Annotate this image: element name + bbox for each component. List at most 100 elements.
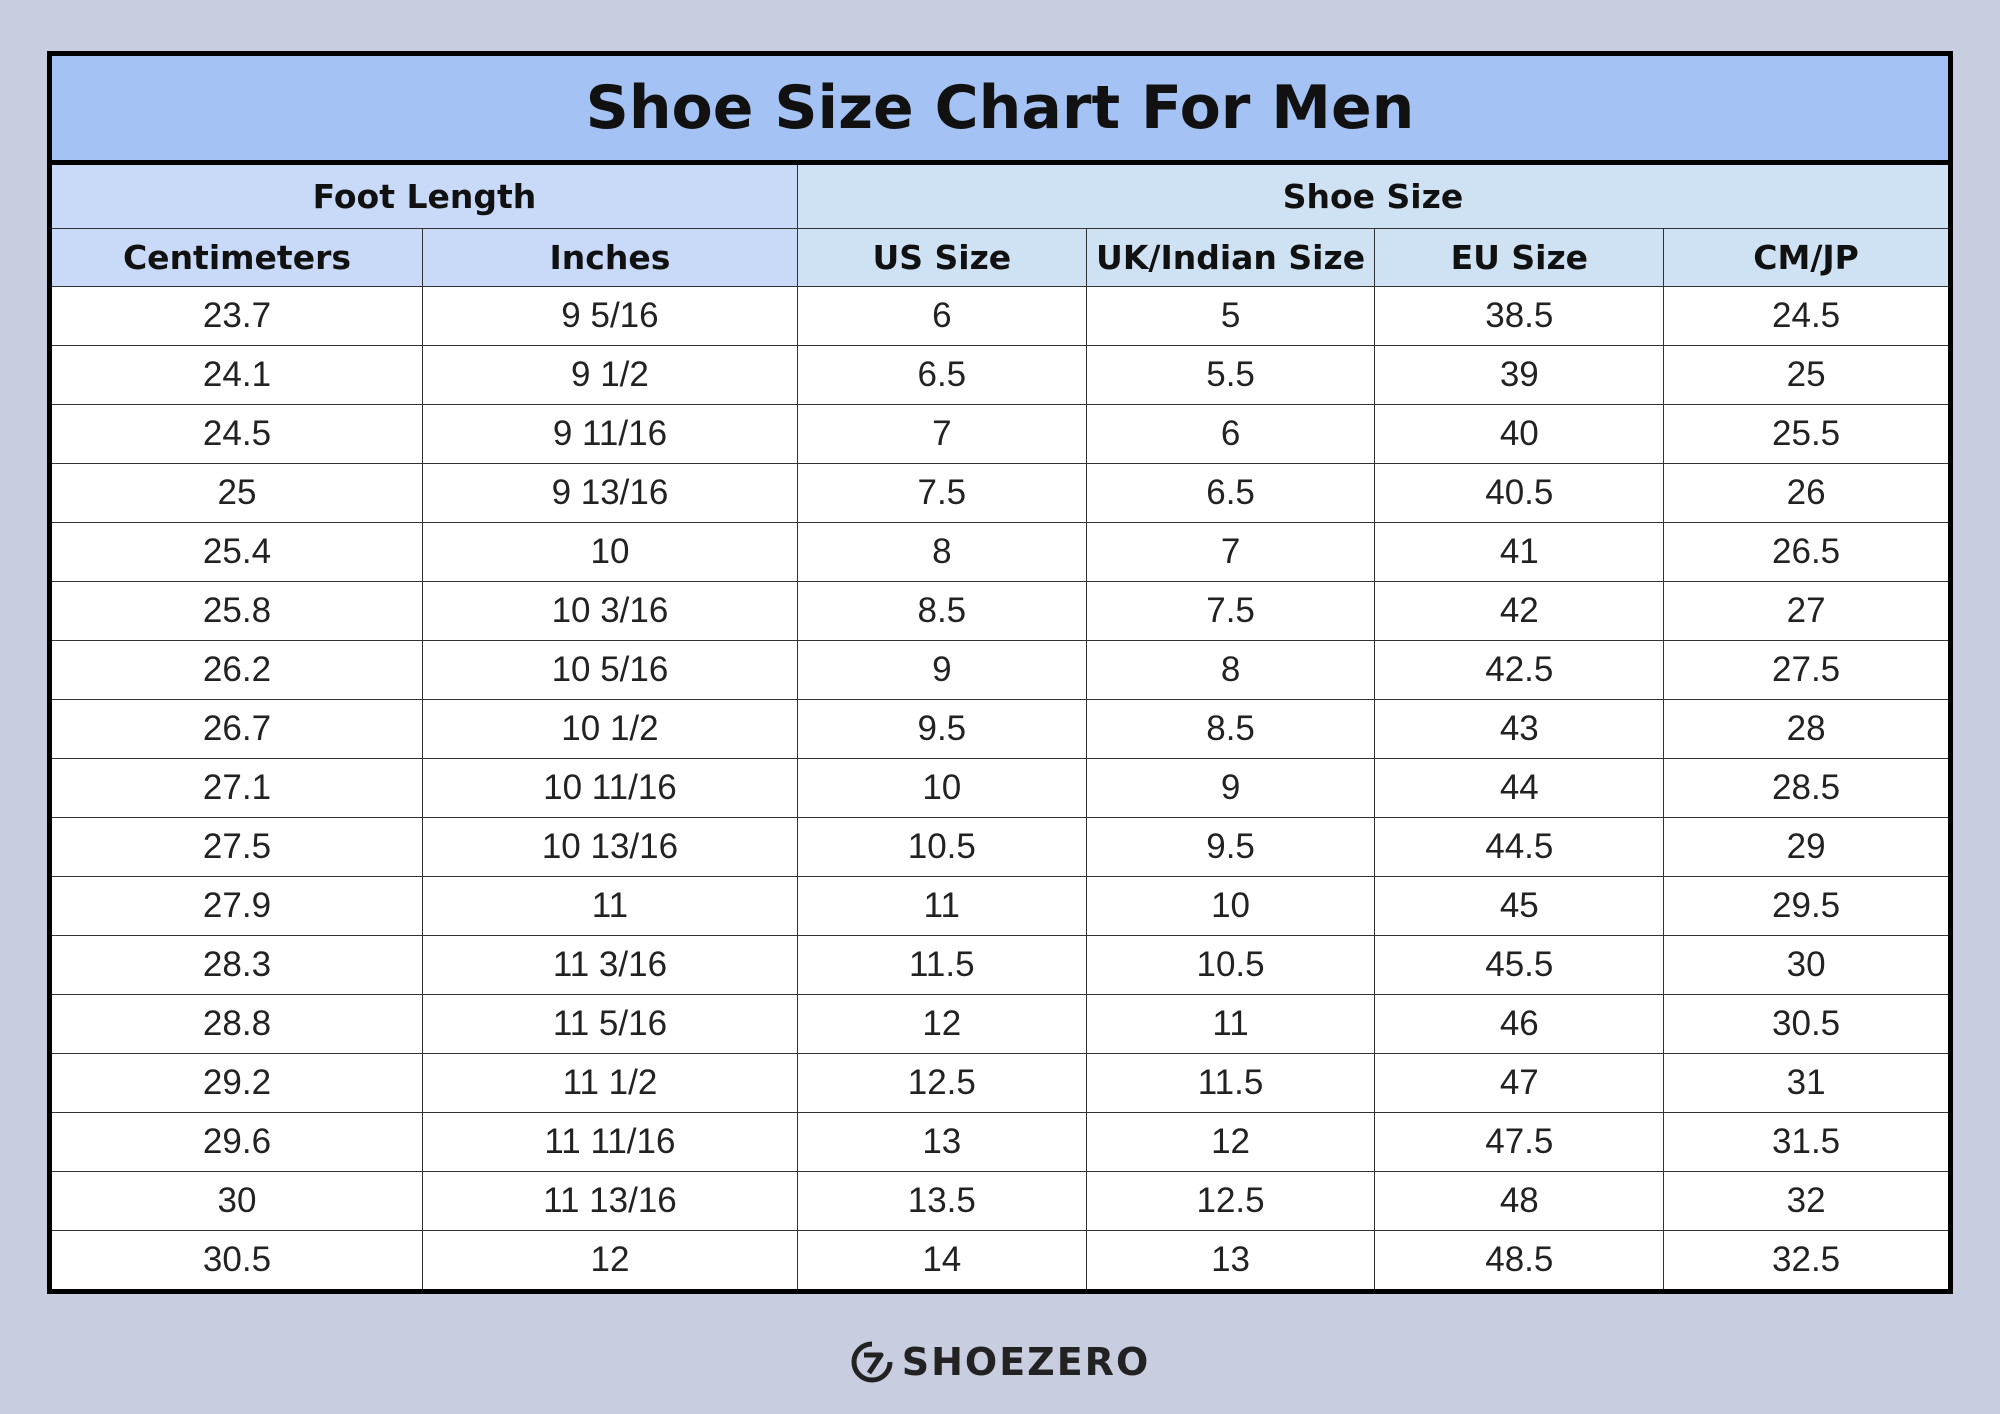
table-cell: 8 — [1085, 640, 1376, 700]
column-header: UK/Indian Size — [1085, 228, 1376, 287]
table-row: 27.9 11 11 10 45 29.5 — [49, 876, 1951, 936]
table-cell: 48.5 — [1374, 1230, 1665, 1292]
table-cell: 27.1 — [49, 758, 423, 818]
brand-name: SHOEZERO — [901, 1340, 1151, 1384]
table-cell: 47.5 — [1374, 1112, 1665, 1172]
table-cell: 25 — [1663, 345, 1951, 405]
table-cell: 42.5 — [1374, 640, 1665, 700]
table-cell: 28.8 — [49, 994, 423, 1054]
table-cell: 13 — [1085, 1230, 1376, 1292]
table-cell: 29 — [1663, 817, 1951, 877]
table-cell: 10.5 — [1085, 935, 1376, 995]
table-row: 25 9 13/16 7.5 6.5 40.5 26 — [49, 463, 1951, 523]
table-cell: 14 — [796, 1230, 1087, 1292]
table-cell: 29.6 — [49, 1112, 423, 1172]
table-cell: 32 — [1663, 1171, 1951, 1231]
table-cell: 10 3/16 — [421, 581, 798, 641]
table-cell: 25.4 — [49, 522, 423, 582]
table-cell: 39 — [1374, 345, 1665, 405]
table-cell: 25.8 — [49, 581, 423, 641]
table-cell: 46 — [1374, 994, 1665, 1054]
table-cell: 23.7 — [49, 286, 423, 346]
column-header: Inches — [421, 228, 798, 287]
table-cell: 26.2 — [49, 640, 423, 700]
table-cell: 30.5 — [49, 1230, 423, 1292]
column-header: CM/JP — [1663, 228, 1951, 287]
table-cell: 8 — [796, 522, 1087, 582]
table-cell: 48 — [1374, 1171, 1665, 1231]
table-cell: 47 — [1374, 1053, 1665, 1113]
table-cell: 25 — [49, 463, 423, 523]
table-cell: 27.5 — [1663, 640, 1951, 700]
table-cell: 27 — [1663, 581, 1951, 641]
table-cell: 45.5 — [1374, 935, 1665, 995]
table-row: 25.4 10 8 7 41 26.5 — [49, 522, 1951, 582]
table-cell: 28.3 — [49, 935, 423, 995]
table-cell: 29.5 — [1663, 876, 1951, 936]
column-header-row: Centimeters Inches US Size UK/Indian Size EU… — [49, 228, 1951, 287]
table-cell: 11 3/16 — [421, 935, 798, 995]
table-cell: 11 1/2 — [421, 1053, 798, 1113]
table-row: 23.7 9 5/16 6 5 38.5 24.5 — [49, 286, 1951, 346]
table-cell: 9.5 — [796, 699, 1087, 759]
table-cell: 40 — [1374, 404, 1665, 464]
table-cell: 10 11/16 — [421, 758, 798, 818]
table-cell: 9 — [796, 640, 1087, 700]
title: Shoe Size Chart For Men — [49, 53, 1951, 165]
table-row: 30 11 13/16 13.5 12.5 48 32 — [49, 1171, 1951, 1231]
table-cell: 10 13/16 — [421, 817, 798, 877]
table-cell: 27.9 — [49, 876, 423, 936]
column-header: Centimeters — [49, 228, 423, 287]
table-cell: 11.5 — [1085, 1053, 1376, 1113]
table-cell: 28.5 — [1663, 758, 1951, 818]
table-cell: 24.1 — [49, 345, 423, 405]
table-row: 27.1 10 11/16 10 9 44 28.5 — [49, 758, 1951, 818]
table-cell: 10 5/16 — [421, 640, 798, 700]
table-cell: 7.5 — [796, 463, 1087, 523]
table-cell: 7.5 — [1085, 581, 1376, 641]
table-cell: 42 — [1374, 581, 1665, 641]
table-row: 29.2 11 1/2 12.5 11.5 47 31 — [49, 1053, 1951, 1113]
table-cell: 6 — [1085, 404, 1376, 464]
table-cell: 12 — [796, 994, 1087, 1054]
table-cell: 10 1/2 — [421, 699, 798, 759]
table-cell: 12.5 — [1085, 1171, 1376, 1231]
table-cell: 27.5 — [49, 817, 423, 877]
table-cell: 26.7 — [49, 699, 423, 759]
group-header: Foot Length — [49, 162, 798, 229]
table-cell: 6.5 — [1085, 463, 1376, 523]
table-cell: 5 — [1085, 286, 1376, 346]
table-cell: 5.5 — [1085, 345, 1376, 405]
table-cell: 44.5 — [1374, 817, 1665, 877]
table-cell: 9 13/16 — [421, 463, 798, 523]
table-cell: 10 — [421, 522, 798, 582]
table-row: 24.5 9 11/16 7 6 40 25.5 — [49, 404, 1951, 464]
table-body: 23.7 9 5/16 6 5 38.5 24.5 24.1 9 1/2 6.5 5.5 39 25 2… — [49, 286, 1951, 1292]
table-cell: 9 5/16 — [421, 286, 798, 346]
group-header: Shoe Size — [796, 162, 1952, 229]
table-row: 30.5 12 14 13 48.5 32.5 — [49, 1230, 1951, 1292]
column-header: US Size — [796, 228, 1087, 287]
table-cell: 30 — [1663, 935, 1951, 995]
table-cell: 30 — [49, 1171, 423, 1231]
table-cell: 9 11/16 — [421, 404, 798, 464]
table-row: 28.3 11 3/16 11.5 10.5 45.5 30 — [49, 935, 1951, 995]
table-cell: 10.5 — [796, 817, 1087, 877]
table-cell: 6.5 — [796, 345, 1087, 405]
table-cell: 11 — [796, 876, 1087, 936]
table-cell: 30.5 — [1663, 994, 1951, 1054]
table-cell: 6 — [796, 286, 1087, 346]
table-cell: 44 — [1374, 758, 1665, 818]
table-cell: 43 — [1374, 699, 1665, 759]
table-cell: 40.5 — [1374, 463, 1665, 523]
table-cell: 31 — [1663, 1053, 1951, 1113]
table-cell: 13.5 — [796, 1171, 1087, 1231]
table-cell: 11 — [1085, 994, 1376, 1054]
table-cell: 11 13/16 — [421, 1171, 798, 1231]
table-cell: 24.5 — [49, 404, 423, 464]
table-row: 26.2 10 5/16 9 8 42.5 27.5 — [49, 640, 1951, 700]
table-cell: 26.5 — [1663, 522, 1951, 582]
table-cell: 29.2 — [49, 1053, 423, 1113]
table-cell: 9 — [1085, 758, 1376, 818]
table-cell: 12 — [421, 1230, 798, 1292]
